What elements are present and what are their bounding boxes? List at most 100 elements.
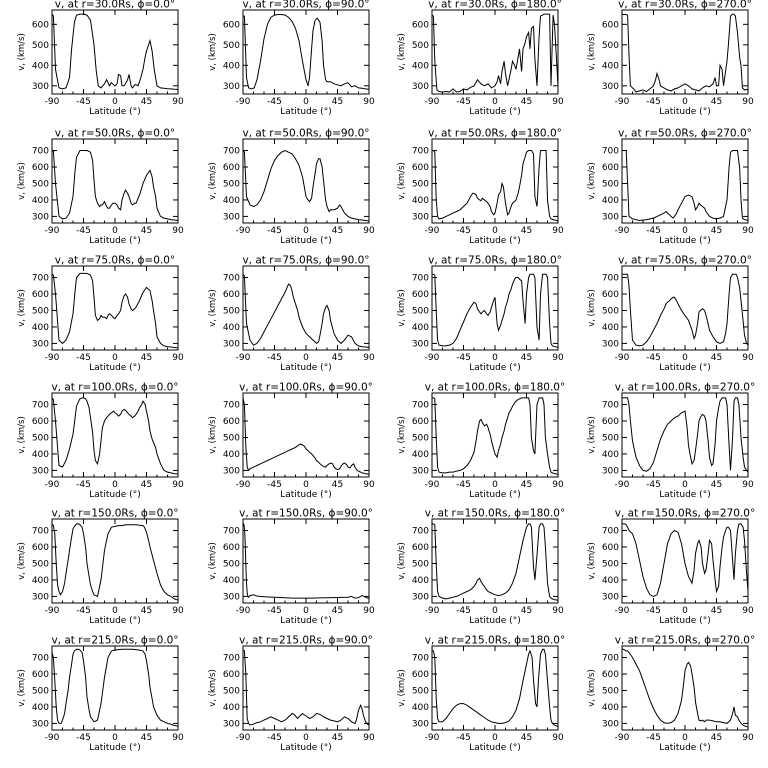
- y-axis-label: v, (km/s): [17, 33, 27, 71]
- x-tick-label: 0: [303, 606, 309, 616]
- plot-frame: [242, 265, 370, 351]
- panel-11: v, at r=75.0Rs, ϕ=180.0° -90 -45 0 45 90 300 40…: [397, 255, 564, 374]
- panel-12: v, at r=75.0Rs, ϕ=270.0° -90 -45 0 45 90 300 40…: [587, 255, 754, 374]
- x-axis-label: Latitude (°): [469, 743, 520, 753]
- panel-title: v, at r=50.0Rs, ϕ=270.0°: [618, 128, 752, 140]
- y-tick-label: 700: [32, 401, 49, 411]
- x-tick-label: -45: [646, 480, 661, 490]
- x-tick-label: 90: [172, 353, 184, 363]
- y-tick-label: 400: [32, 323, 49, 333]
- y-tick-label: 500: [223, 41, 240, 51]
- y-tick-label: 700: [32, 147, 49, 157]
- x-axis-label: Latitude (°): [89, 236, 140, 246]
- speed-line: [622, 150, 749, 222]
- panel-4: v, at r=30.0Rs, ϕ=270.0° -90 -45 0 45 90 300 40…: [587, 0, 754, 117]
- x-tick-label: 45: [141, 606, 152, 616]
- x-tick-label: 90: [552, 480, 564, 490]
- speed-line: [622, 648, 749, 728]
- y-tick-label: 400: [602, 323, 619, 333]
- y-axis-label: v, (km/s): [397, 289, 407, 327]
- panel-title: v, at r=30.0Rs, ϕ=0.0°: [55, 0, 175, 11]
- y-tick-label: 600: [412, 670, 429, 680]
- y-tick-label: 400: [32, 576, 49, 586]
- plot-frame: [51, 392, 179, 478]
- panel-title: v, at r=75.0Rs, ϕ=90.0°: [242, 255, 369, 267]
- y-tick-label: 300: [602, 339, 619, 349]
- y-tick-label: 300: [223, 719, 240, 729]
- y-axis-label: v, (km/s): [587, 416, 597, 454]
- y-tick-label: 300: [412, 212, 429, 222]
- speed-line: [242, 649, 370, 726]
- speed-line: [51, 397, 179, 475]
- speed-line: [51, 272, 179, 349]
- y-tick-label: 300: [32, 719, 49, 729]
- x-tick-label: -45: [456, 480, 471, 490]
- y-tick-label: 400: [412, 703, 429, 713]
- x-tick-label: 90: [363, 606, 375, 616]
- x-axis-label: Latitude (°): [280, 107, 331, 117]
- y-axis-label: v, (km/s): [208, 416, 218, 454]
- x-tick-label: 45: [711, 353, 722, 363]
- y-axis-label: v, (km/s): [587, 669, 597, 707]
- x-tick-label: 0: [682, 733, 688, 743]
- x-tick-label: 0: [492, 733, 498, 743]
- y-tick-label: 400: [32, 196, 49, 206]
- y-tick-label: 700: [223, 527, 240, 537]
- x-axis-label: Latitude (°): [89, 363, 140, 373]
- x-tick-label: -45: [646, 226, 661, 236]
- x-tick-label: -90: [425, 480, 440, 490]
- y-tick-label: 400: [412, 323, 429, 333]
- y-tick-label: 700: [412, 527, 429, 537]
- x-tick-label: -45: [646, 606, 661, 616]
- panel-7: v, at r=50.0Rs, ϕ=180.0° -90 -45 0 45 90 300 40…: [397, 128, 564, 247]
- panel-14: v, at r=100.0Rs, ϕ=90.0° -90 -45 0 45 90 300 40…: [208, 382, 375, 501]
- panel-title: v, at r=215.0Rs, ϕ=90.0°: [239, 635, 373, 647]
- y-tick-label: 400: [412, 196, 429, 206]
- panel-5: v, at r=50.0Rs, ϕ=0.0° -90 -45 0 45 90 300 400 5…: [17, 128, 184, 247]
- x-tick-label: -45: [76, 606, 91, 616]
- y-tick-label: 600: [602, 670, 619, 680]
- y-tick-label: 600: [32, 163, 49, 173]
- x-tick-label: 90: [742, 353, 754, 363]
- x-tick-label: 0: [492, 606, 498, 616]
- panel-title: v, at r=100.0Rs, ϕ=90.0°: [239, 382, 373, 394]
- panel-18: v, at r=150.0Rs, ϕ=90.0° -90 -45 0 45 90 300 40…: [208, 508, 375, 627]
- y-tick-label: 700: [602, 147, 619, 157]
- y-tick-label: 700: [223, 147, 240, 157]
- x-tick-label: 0: [682, 606, 688, 616]
- panel-15: v, at r=100.0Rs, ϕ=180.0° -90 -45 0 45 90 300 4…: [397, 382, 565, 501]
- x-axis-label: Latitude (°): [659, 616, 710, 626]
- x-axis-label: Latitude (°): [89, 616, 140, 626]
- panel-13: v, at r=100.0Rs, ϕ=0.0° -90 -45 0 45 90 300 400…: [17, 382, 184, 501]
- x-tick-label: -45: [456, 226, 471, 236]
- plot-frame: [621, 392, 749, 478]
- x-tick-label: -45: [646, 353, 661, 363]
- plot-frame: [51, 518, 179, 604]
- x-tick-label: 45: [332, 480, 343, 490]
- y-tick-label: 400: [412, 450, 429, 460]
- x-tick-label: 90: [742, 480, 754, 490]
- panel-title: v, at r=30.0Rs, ϕ=90.0°: [242, 0, 369, 11]
- panel-2: v, at r=30.0Rs, ϕ=90.0° -90 -45 0 45 90 300 400…: [208, 0, 375, 117]
- y-tick-label: 500: [223, 433, 240, 443]
- x-tick-label: -45: [267, 733, 282, 743]
- y-axis-label: v, (km/s): [208, 33, 218, 71]
- panel-title: v, at r=75.0Rs, ϕ=180.0°: [428, 255, 562, 267]
- y-tick-label: 600: [412, 163, 429, 173]
- x-tick-label: 90: [363, 353, 375, 363]
- y-tick-label: 300: [412, 466, 429, 476]
- x-tick-label: -45: [456, 97, 471, 107]
- x-tick-label: -90: [615, 353, 630, 363]
- x-tick-label: 90: [363, 226, 375, 236]
- y-tick-label: 400: [32, 61, 49, 71]
- x-tick-label: -45: [267, 480, 282, 490]
- y-axis-label: v, (km/s): [587, 33, 597, 71]
- y-tick-label: 300: [32, 592, 49, 602]
- y-tick-label: 300: [223, 592, 240, 602]
- plot-frame: [242, 392, 370, 478]
- panel-title: v, at r=150.0Rs, ϕ=90.0°: [239, 508, 373, 520]
- x-tick-label: 45: [332, 606, 343, 616]
- y-tick-label: 600: [223, 543, 240, 553]
- y-tick-label: 300: [602, 466, 619, 476]
- x-tick-label: 90: [552, 606, 564, 616]
